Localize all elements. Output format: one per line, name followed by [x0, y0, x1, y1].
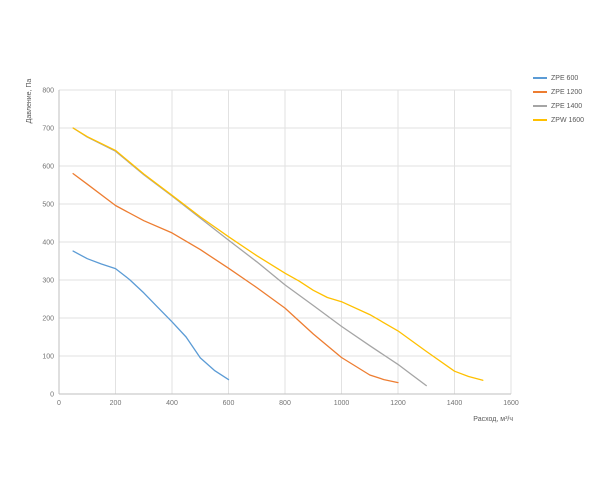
- legend-label: ZPW 1600: [551, 116, 585, 124]
- x-tick-label: 0: [57, 400, 61, 407]
- legend-swatch: [533, 105, 547, 107]
- x-tick-label: 400: [166, 400, 178, 407]
- legend-item-zpw-1600: ZPW 1600: [533, 113, 584, 127]
- legend-swatch: [533, 91, 547, 93]
- series-line-zpe-1400: [72, 127, 427, 387]
- y-tick-label: 500: [42, 202, 54, 209]
- x-tick-label: 800: [279, 400, 291, 407]
- y-tick-label: 0: [50, 392, 54, 399]
- x-tick-label: 1400: [447, 400, 463, 407]
- x-axis-title: Расход, м³/ч: [473, 416, 513, 423]
- x-tick-label: 1600: [503, 400, 519, 407]
- y-tick-label: 800: [42, 88, 54, 95]
- x-tick-label: 1200: [390, 400, 406, 407]
- legend-label: ZPE 600: [551, 74, 579, 82]
- series-line-zpe-600: [72, 250, 230, 381]
- series-line-zpe-1200: [72, 172, 399, 384]
- x-tick-label: 200: [110, 400, 122, 407]
- y-tick-label: 400: [42, 240, 54, 247]
- legend-label: ZPE 1400: [551, 102, 583, 110]
- series-line-zpw-1600: [72, 127, 484, 381]
- x-tick-label: 600: [223, 400, 235, 407]
- y-tick-label: 300: [42, 278, 54, 285]
- y-tick-label: 700: [42, 126, 54, 133]
- legend-item-zpe-1400: ZPE 1400: [533, 99, 584, 113]
- y-axis-title: Давление, Па: [26, 78, 33, 124]
- legend-item-zpe-600: ZPE 600: [533, 71, 584, 85]
- x-tick-label: 1000: [334, 400, 350, 407]
- y-tick-label: 600: [42, 164, 54, 171]
- legend-label: ZPE 1200: [551, 88, 583, 96]
- legend-item-zpe-1200: ZPE 1200: [533, 85, 584, 99]
- y-tick-label: 200: [42, 316, 54, 323]
- legend-swatch: [533, 119, 547, 121]
- legend: ZPE 600 ZPE 1200 ZPE 1400 ZPW 1600: [533, 71, 584, 127]
- y-tick-label: 100: [42, 354, 54, 361]
- legend-swatch: [533, 77, 547, 79]
